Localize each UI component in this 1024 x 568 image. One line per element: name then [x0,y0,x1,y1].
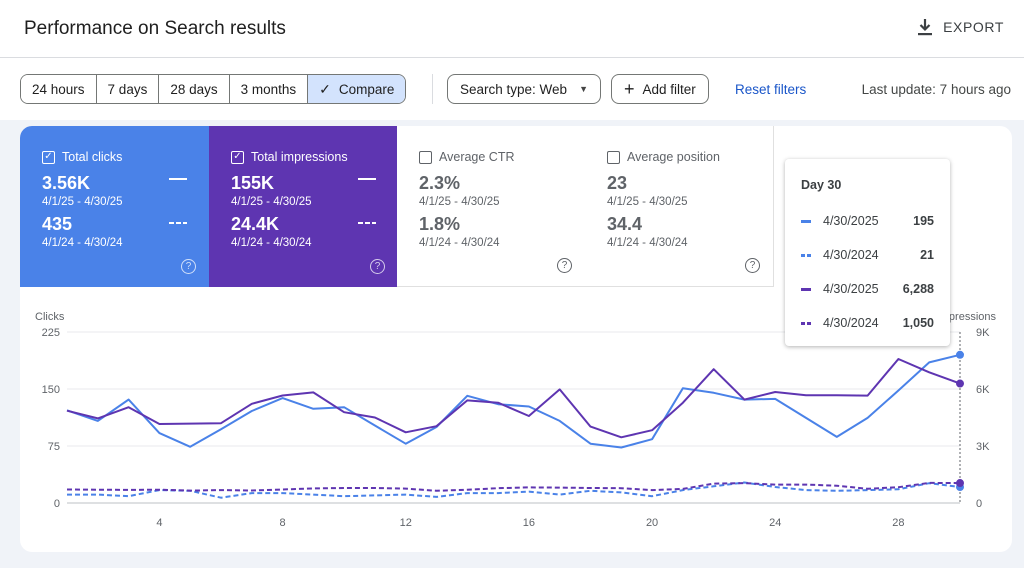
metric-label: Average CTR [439,150,515,164]
series-line-1 [67,481,961,499]
metric-value: 155K [231,173,275,193]
x-tick-label: 24 [769,517,781,529]
help-icon[interactable]: ? [745,258,760,273]
y-left-tick-label: 225 [42,327,60,339]
tooltip-value: 195 [913,214,934,228]
export-label: EXPORT [943,19,1004,35]
average-ctr-card[interactable]: Average CTR 2.3% 4/1/25 - 4/30/25 1.8% 4… [397,126,586,287]
tooltip-date: 4/30/2025 [823,282,879,296]
metric-compare-range: 4/1/24 - 4/30/24 [42,237,123,249]
tooltip-row: 4/30/2024 1,050 [801,306,934,340]
page-title: Performance on Search results [24,18,286,39]
metric-compare-value: 34.4 [607,214,643,234]
tooltip-row: 4/30/2025 6,288 [801,272,934,306]
page-header: Performance on Search results EXPORT [0,0,1024,58]
tooltip-value: 21 [920,248,934,262]
last-update-text: Last update: 7 hours ago [861,82,1011,97]
toolbar-divider [432,74,433,104]
total-clicks-card[interactable]: ✓ Total clicks 3.56K 4/1/25 - 4/30/25 435… [20,126,209,287]
metric-compare-value: 435 [42,214,73,234]
x-tick-label: 4 [156,517,162,529]
y-right-tick-label: 0 [976,498,982,510]
metric-compare-range: 4/1/24 - 4/30/24 [607,237,688,249]
checkmark-icon: ✓ [319,80,331,97]
metric-label: Average position [627,150,720,164]
metric-value: 2.3% [419,173,461,193]
range-7-days-button[interactable]: 7 days [96,75,160,103]
tooltip-value: 1,050 [902,316,934,330]
tooltip-rows: 4/30/2025 195 4/30/2024 21 4/30/2025 6,288 4/3… [801,204,934,340]
dashed-line-legend-icon [801,253,811,257]
checkbox-icon[interactable]: ✓ [231,150,244,164]
tooltip-title: Day 30 [801,178,842,192]
metric-label: Total clicks [62,150,123,164]
checkbox-icon[interactable] [419,150,432,164]
dropdown-arrow-icon: ▼ [579,84,588,94]
export-button[interactable]: EXPORT [917,18,1004,36]
metric-value: 3.56K [42,173,91,193]
range-28-days-button[interactable]: 28 days [159,75,230,103]
checkbox-icon[interactable] [607,150,620,164]
solid-line-legend-icon [801,219,811,223]
metric-range: 4/1/25 - 4/30/25 [607,196,688,208]
solid-line-legend-icon [169,178,187,180]
plus-icon: + [624,79,635,99]
y-right-tick-label: 6K [976,384,990,396]
compare-button[interactable]: ✓ Compare [308,75,406,103]
metric-range: 4/1/25 - 4/30/25 [42,196,123,208]
series-line-2 [66,358,961,439]
series-point-0 [956,350,964,359]
x-tick-label: 8 [279,517,285,529]
download-icon [918,19,933,36]
metric-value: 23 [607,173,628,193]
solid-line-legend-icon [801,287,811,291]
y-left-tick-label: 75 [48,441,60,453]
average-position-card[interactable]: Average position 23 4/1/25 - 4/30/25 34.… [585,126,774,287]
filter-toolbar: 24 hours 7 days 28 days 3 months ✓ Compar… [0,58,1024,120]
metric-range: 4/1/25 - 4/30/25 [419,196,500,208]
x-tick-label: 12 [400,517,412,529]
range-24-hours-button[interactable]: 24 hours [21,75,97,103]
y-right-tick-label: 9K [976,327,990,339]
dashed-line-legend-icon [358,222,376,224]
series-point-2 [956,379,964,388]
total-impressions-card[interactable]: ✓ Total impressions 155K 4/1/25 - 4/30/25… [209,126,398,287]
metric-compare-range: 4/1/24 - 4/30/24 [419,237,500,249]
metric-compare-value: 1.8% [419,214,461,234]
metric-compare-range: 4/1/24 - 4/30/24 [231,237,312,249]
search-type-dropdown[interactable]: Search type: Web ▼ [447,74,601,104]
metric-range: 4/1/25 - 4/30/25 [231,196,312,208]
help-icon[interactable]: ? [181,259,196,274]
chart-tooltip: Day 30 4/30/2025 195 4/30/2024 21 4/30/2025 6… [785,159,950,346]
metric-label: Total impressions [251,150,348,164]
tooltip-row: 4/30/2024 21 [801,238,934,272]
y-left-axis-label: Clicks [35,311,65,323]
metric-compare-value: 24.4K [231,214,280,234]
dashed-line-legend-icon [169,222,187,224]
tooltip-date: 4/30/2024 [823,248,879,262]
tooltip-row: 4/30/2025 195 [801,204,934,238]
x-tick-label: 20 [646,517,658,529]
y-right-tick-label: 3K [976,441,990,453]
y-left-tick-label: 150 [42,384,60,396]
checkbox-icon[interactable]: ✓ [42,150,55,164]
solid-line-legend-icon [358,178,376,180]
reset-filters-link[interactable]: Reset filters [735,82,807,97]
y-left-tick-label: 0 [54,498,60,510]
series-point-3 [956,479,964,488]
series-point-1 [956,483,964,492]
tooltip-value: 6,288 [902,282,934,296]
date-range-selector: 24 hours 7 days 28 days 3 months ✓ Compar… [20,74,407,104]
dashed-line-legend-icon [801,321,811,325]
series-line-0 [66,353,961,449]
tooltip-date: 4/30/2024 [823,316,879,330]
range-3-months-button[interactable]: 3 months [229,75,309,103]
x-tick-label: 28 [892,517,904,529]
help-icon[interactable]: ? [370,259,385,274]
help-icon[interactable]: ? [557,258,572,273]
add-filter-button[interactable]: + Add filter [611,74,709,104]
x-tick-label: 16 [523,517,535,529]
series-line-3 [66,481,961,492]
tooltip-date: 4/30/2025 [823,214,879,228]
